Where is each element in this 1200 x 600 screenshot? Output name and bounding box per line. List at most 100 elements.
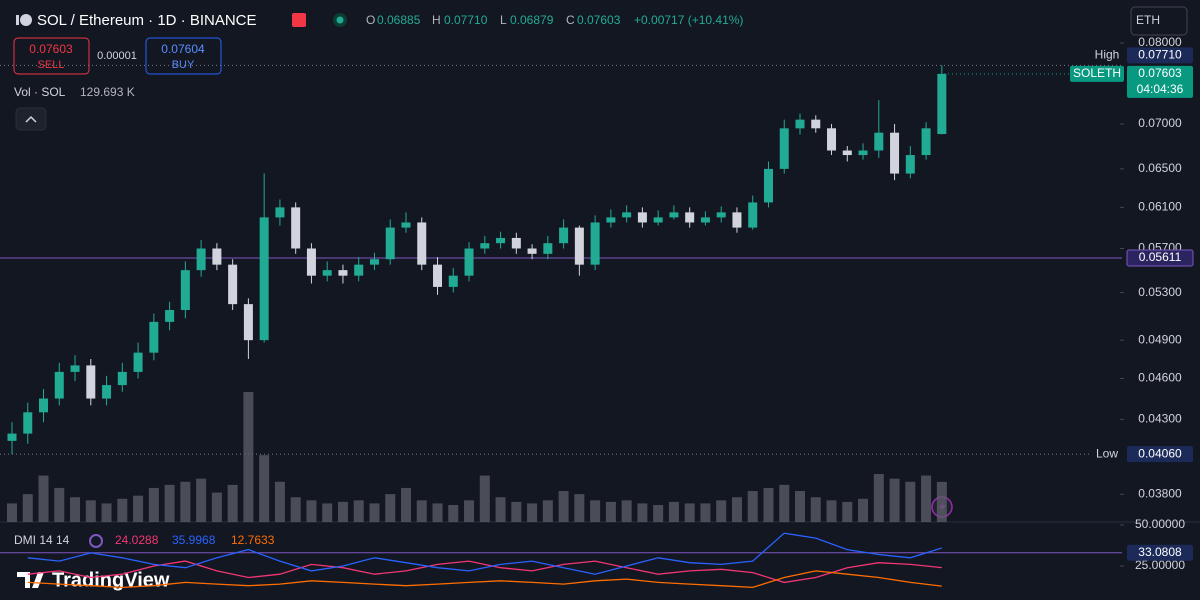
collapse-button[interactable] [15, 107, 47, 131]
volume-bar [858, 498, 869, 522]
dmi-label: DMI 14 14 [14, 533, 70, 547]
extreme-value: 0.04060 [1138, 446, 1182, 460]
ohlc-key: H [432, 13, 441, 27]
dmi-line [27, 560, 942, 584]
volume-bar [464, 500, 475, 522]
ohlc-key: C [566, 13, 575, 27]
candle-body [622, 212, 632, 218]
buy-label: BUY [172, 59, 195, 71]
candle-body [480, 243, 490, 249]
ohlc-key: L [500, 13, 507, 27]
volume-bar [921, 475, 932, 522]
candle-body [574, 227, 584, 265]
volume-bar [385, 494, 396, 522]
candle-body [606, 217, 616, 223]
y-tick-label: 0.08000 [1138, 35, 1182, 49]
candle-body [511, 237, 521, 249]
volume-bar [117, 498, 128, 522]
candle-body [496, 237, 506, 244]
volume-bar [306, 500, 317, 522]
symbol-title: SOL / Ethereum · 1D · BINANCE [37, 12, 257, 29]
sell-button[interactable] [13, 37, 90, 75]
volume-bar [353, 500, 364, 522]
candle-body [259, 217, 269, 341]
status-dot [336, 16, 344, 24]
volume-bar [842, 501, 853, 522]
volume-bar [511, 501, 522, 522]
candle-body [70, 365, 80, 372]
volume-bar [495, 497, 506, 522]
extreme-value: 0.07710 [1138, 48, 1182, 62]
candle-body [874, 132, 884, 151]
candle-body [54, 371, 64, 399]
candle-body [369, 259, 379, 265]
volume-bar [369, 503, 380, 522]
volume-bar [527, 503, 538, 522]
volume-bar [542, 500, 553, 522]
candle-body [212, 248, 222, 265]
volume-bar [684, 503, 695, 522]
candle-body [858, 150, 868, 156]
volume-bar [38, 475, 49, 522]
flag-icon[interactable] [292, 13, 306, 27]
candle-body [937, 73, 947, 135]
dmi-value: 12.7633 [231, 533, 275, 547]
candle-body [890, 132, 900, 174]
y-tick-label: 0.04300 [1138, 412, 1182, 426]
currency: ETH [1136, 13, 1160, 27]
candle-body [905, 155, 915, 174]
symbol-icon [16, 14, 32, 26]
volume-bar [448, 504, 459, 522]
volume-bar [290, 497, 301, 522]
currency-button[interactable] [1130, 6, 1188, 36]
dmi-level-value: 33.0808 [1138, 545, 1182, 559]
volume-bar [70, 497, 81, 522]
candle-body [401, 222, 411, 228]
candle-body [921, 128, 931, 156]
candle-body [196, 248, 206, 271]
candle-body [322, 270, 332, 276]
dmi-value: 24.0288 [115, 533, 159, 547]
ohlc-key: O [366, 13, 375, 27]
volume-bar [637, 503, 648, 522]
volume-bar [227, 484, 238, 522]
y-tick-label: 0.06100 [1138, 200, 1182, 214]
y-tick-label: 0.05300 [1138, 285, 1182, 299]
volume-bar [605, 501, 616, 522]
candle-body [243, 304, 253, 341]
ohlc-value: 0.06885 [377, 13, 421, 27]
volume-bar [22, 494, 33, 522]
volume-bar [826, 500, 837, 522]
volume-bar [101, 503, 112, 522]
candle-body [306, 248, 316, 276]
candle-body [165, 309, 175, 322]
volume-bar [322, 503, 333, 522]
candle-body [685, 212, 695, 223]
candle-body [795, 119, 805, 129]
candle-body [275, 207, 285, 218]
dmi-line [27, 570, 942, 589]
y-tick-label: 50.00000 [1135, 517, 1185, 531]
candle-body [39, 398, 49, 413]
extreme-name-box [1090, 47, 1124, 64]
dmi-level-box [1127, 544, 1193, 561]
extreme-value-box [1127, 446, 1193, 463]
candle-body [149, 321, 159, 353]
volume-bar [779, 484, 790, 522]
candle-body [827, 128, 837, 151]
volume-bar [810, 497, 821, 522]
candle-body [732, 212, 742, 228]
volume-bar [211, 492, 222, 522]
volume-bar [180, 481, 191, 522]
buy-button[interactable] [145, 37, 222, 75]
volume-bar [905, 481, 916, 522]
y-tick-label: 0.03800 [1138, 486, 1182, 500]
volume-bar [621, 500, 632, 522]
volume-bar [936, 481, 947, 522]
sell-label: SELL [38, 59, 65, 71]
candle-body [291, 207, 301, 249]
dmi-icon[interactable] [89, 534, 103, 548]
candle-body [811, 119, 821, 129]
